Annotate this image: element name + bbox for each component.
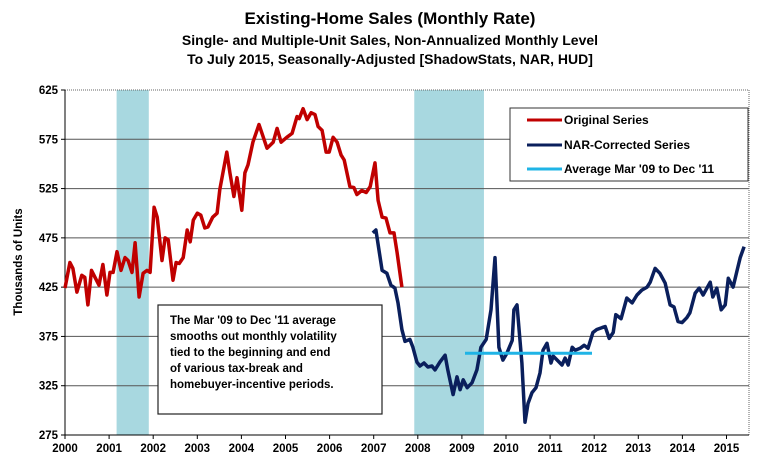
x-tick-label: 2006: [317, 443, 343, 455]
y-tick-label: 475: [39, 233, 59, 245]
x-tick-label: 2001: [96, 443, 122, 455]
y-tick-label: 375: [39, 331, 59, 343]
y-tick-label: 425: [39, 282, 59, 294]
annotation-line: tied to the beginning and end: [170, 347, 330, 359]
series-line-corrected: [371, 228, 746, 424]
x-tick-label: 2011: [538, 443, 564, 455]
x-tick-label: 2002: [140, 443, 166, 455]
x-tick-label: 2008: [405, 443, 431, 455]
y-tick-label: 575: [39, 134, 59, 146]
y-tick-label: 625: [39, 85, 59, 97]
x-tick-label: 2003: [185, 443, 211, 455]
legend-label-corrected: NAR-Corrected Series: [564, 138, 690, 152]
annotation-line: The Mar '09 to Dec '11 average: [170, 315, 336, 327]
x-tick-label: 2010: [493, 443, 519, 455]
x-tick-label: 2014: [670, 443, 696, 455]
chart-subtitle-line-1: Single- and Multiple-Unit Sales, Non-Ann…: [182, 32, 598, 48]
y-tick-label: 525: [39, 184, 59, 196]
y-tick-label: 275: [39, 430, 59, 442]
x-tick-label: 2004: [229, 443, 255, 455]
legend: Original Series NAR-Corrected Series Ave…: [509, 107, 749, 182]
annotation-line: smooths out monthly volatility: [170, 331, 337, 343]
chart-title: Existing-Home Sales (Monthly Rate): [245, 9, 536, 28]
legend-label-average: Average Mar '09 to Dec '11: [564, 162, 714, 176]
y-tick-label: 325: [39, 381, 59, 393]
chart-subtitle-line-2: To July 2015, Seasonally-Adjusted [Shado…: [187, 51, 593, 67]
annotation-line: of various tax-break and: [170, 363, 303, 375]
x-tick-label: 2015: [714, 443, 740, 455]
series-line-original: [63, 106, 404, 307]
x-tick-label: 2000: [52, 443, 78, 455]
x-tick-label: 2007: [361, 443, 387, 455]
x-tick-label: 2013: [626, 443, 652, 455]
x-tick-label: 2005: [273, 443, 299, 455]
x-tick-label: 2009: [449, 443, 475, 455]
y-axis-label: Thousands of Units: [13, 208, 25, 315]
annotation-line: homebuyer-incentive periods.: [170, 379, 334, 391]
legend-label-original: Original Series: [564, 113, 649, 127]
x-tick-label: 2012: [581, 443, 607, 455]
annotation-box: The Mar '09 to Dec '11 average smooths o…: [157, 304, 383, 415]
